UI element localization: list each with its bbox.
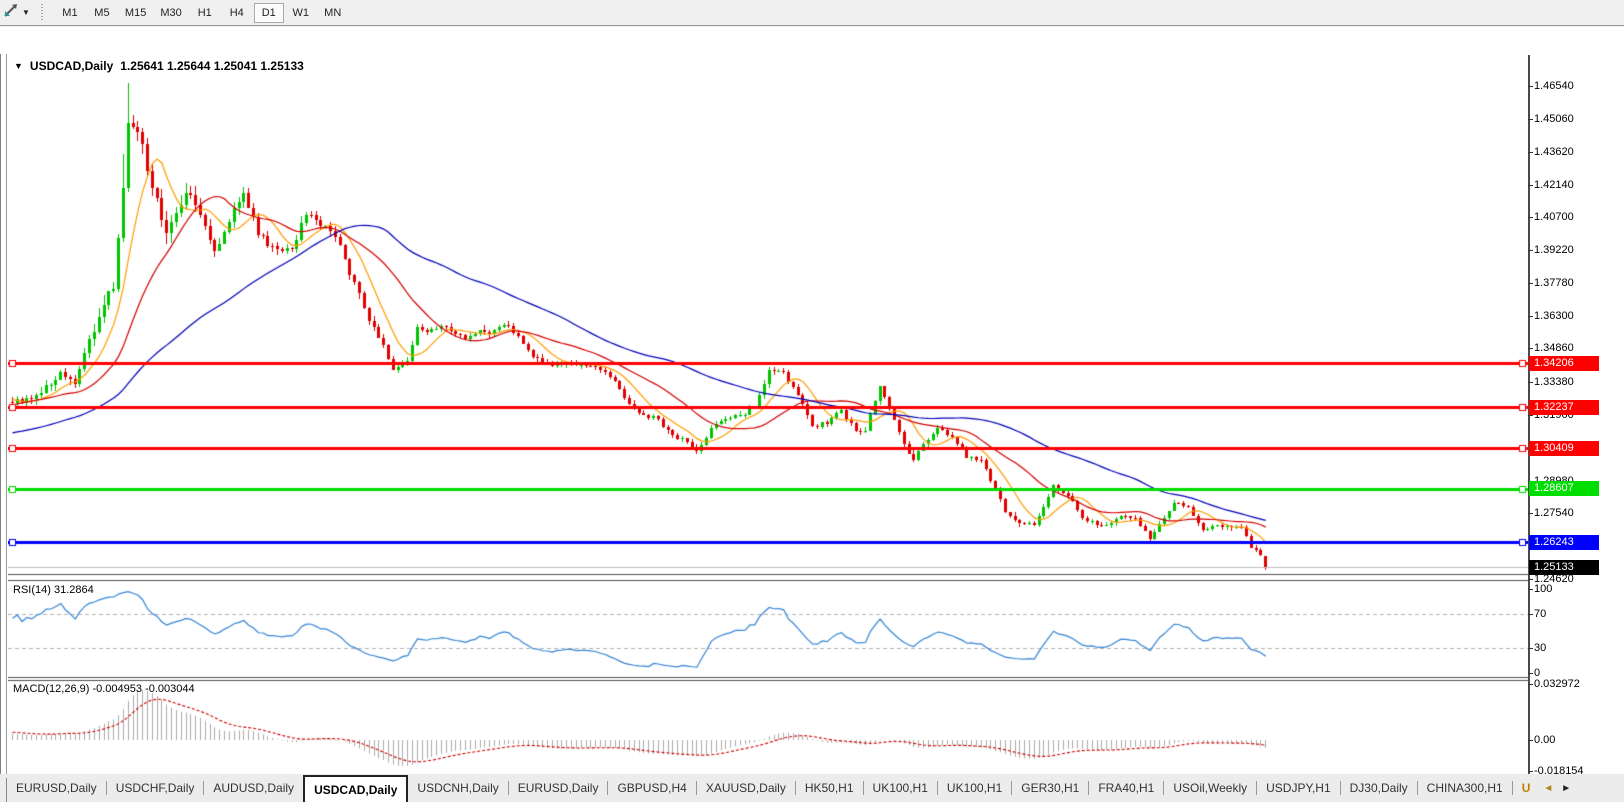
- chart-title: ▼ USDCAD,Daily 1.25641 1.25644 1.25041 1…: [14, 59, 304, 73]
- chart-tab-bar: EURUSD,Daily USDCHF,Daily AUDUSD,Daily USDC…: [0, 774, 1624, 802]
- timeframe-button-W1[interactable]: W1: [292, 6, 309, 19]
- chart-tab-DJ30-Daily[interactable]: DJ30,Daily: [1349, 781, 1408, 795]
- timeframe-toolbar: ▼ M1 M5 M15 M30 H1 H4 D1 W1 MN: [0, 0, 1624, 26]
- macd-axis-label: 0.032972: [1528, 678, 1580, 690]
- hline-price-marker: 1.30409: [1529, 441, 1599, 456]
- price-axis-label: 1.42140: [1528, 179, 1574, 191]
- price-axis-label: 1.46540: [1528, 80, 1574, 92]
- tab-separator: [862, 781, 864, 795]
- timeframe-button-M30[interactable]: M30: [160, 6, 182, 19]
- price-axis-label: 1.45060: [1528, 113, 1574, 125]
- tab-separator: [1339, 781, 1341, 795]
- chart-ohlc-values: 1.25641 1.25644 1.25041 1.25133: [120, 59, 304, 73]
- price-axis-label: 1.27540: [1528, 507, 1574, 519]
- chart-tab-GER30-H1[interactable]: GER30,H1: [1021, 781, 1080, 795]
- chart-tab-HK50-H1[interactable]: HK50,H1: [804, 781, 854, 795]
- chart-tab-USDCNH-Daily[interactable]: USDCNH,Daily: [417, 781, 499, 795]
- price-axis-label: 1.36300: [1528, 310, 1574, 322]
- price-axis-label: 1.40700: [1528, 211, 1574, 223]
- current-price-marker: 1.25133: [1529, 560, 1599, 575]
- chart-tab-UK100-H1[interactable]: UK100,H1: [946, 781, 1003, 795]
- chart-tab-USDCHF-Daily[interactable]: USDCHF,Daily: [115, 781, 195, 795]
- toolbar-grip[interactable]: [39, 3, 44, 22]
- price-axis-label: 1.34860: [1528, 342, 1574, 354]
- price-axis-label: 1.39220: [1528, 244, 1574, 256]
- price-chart-canvas[interactable]: [8, 55, 1528, 799]
- chart-tab-UK100-H1[interactable]: UK100,H1: [872, 781, 928, 795]
- tab-separator: [507, 781, 509, 795]
- rsi-axis-label: 30: [1527, 642, 1547, 654]
- tab-separator: [695, 781, 697, 795]
- tab-separator: [607, 781, 609, 795]
- chart-symbol-label: USDCAD,Daily: [29, 59, 114, 73]
- tab-separator: [1511, 781, 1513, 795]
- timeframe-button-H1[interactable]: H1: [197, 6, 212, 19]
- chart-tab-GBPUSD-H4[interactable]: GBPUSD,H4: [617, 781, 687, 795]
- timeframe-button-D1[interactable]: D1: [253, 2, 284, 23]
- chart-cursor-icon: [3, 2, 19, 23]
- timeframe-button-MN[interactable]: MN: [324, 6, 342, 19]
- tab-separator: [203, 781, 205, 795]
- chart-tab-USOil-Weekly[interactable]: USOil,Weekly: [1173, 781, 1248, 795]
- chart-tab-USDCAD-Daily[interactable]: USDCAD,Daily: [303, 775, 409, 802]
- chart-tab-XAUUSD-Daily[interactable]: XAUUSD,Daily: [705, 781, 786, 795]
- tab-separator: [105, 781, 107, 795]
- macd-axis-label: 0.00: [1527, 734, 1556, 746]
- chart-tab-EURUSD-Daily[interactable]: EURUSD,Daily: [517, 781, 599, 795]
- price-axis-line: [1528, 55, 1530, 799]
- hline-price-marker: 1.34206: [1529, 356, 1599, 371]
- timeframe-button-M15[interactable]: M15: [124, 6, 147, 19]
- chart-tab-FRA40-H1[interactable]: FRA40,H1: [1098, 781, 1155, 795]
- hline-price-marker: 1.28607: [1529, 481, 1599, 496]
- chart-tab-AUDUSD-Daily[interactable]: AUDUSD,Daily: [213, 781, 295, 795]
- tab-stub: [0, 778, 7, 802]
- rsi-axis-label: 0: [1527, 667, 1541, 679]
- timeframe-button-M1[interactable]: M1: [62, 6, 78, 19]
- price-axis-label: 1.43620: [1528, 146, 1574, 158]
- hline-price-marker: 1.32237: [1529, 400, 1599, 415]
- tab-separator: [1163, 781, 1165, 795]
- tab-separator: [1088, 781, 1090, 795]
- timeframe-button-H4[interactable]: H4: [229, 6, 244, 19]
- rsi-axis-label: 100: [1527, 583, 1553, 595]
- dropdown-caret-icon: ▼: [22, 8, 30, 17]
- tab-separator: [794, 781, 796, 795]
- macd-indicator-label: MACD(12,26,9) -0.004953 -0.003044: [13, 683, 195, 695]
- tab-scroll-left-icon[interactable]: ◄: [1543, 782, 1554, 794]
- chart-tab-CHINA300-H1[interactable]: CHINA300,H1: [1426, 781, 1503, 795]
- tab-separator: [1011, 781, 1013, 795]
- chart-tab-USDJPY-H1[interactable]: USDJPY,H1: [1266, 781, 1331, 795]
- rsi-indicator-label: RSI(14) 31.2864: [13, 584, 94, 596]
- window-frame-inner: [6, 54, 7, 799]
- hline-price-marker: 1.26243: [1529, 535, 1599, 550]
- price-axis-label: 1.37780: [1528, 277, 1574, 289]
- timeframe-button-M5[interactable]: M5: [94, 6, 110, 19]
- tab-separator: [1256, 781, 1258, 795]
- window-frame: [0, 54, 1, 801]
- chart-tab-EURUSD-Daily[interactable]: EURUSD,Daily: [16, 781, 97, 795]
- price-axis-label: 1.24620: [1528, 573, 1574, 585]
- chart-tools-button[interactable]: ▼: [0, 0, 36, 26]
- chart-window: ▼ USDCAD,Daily 1.25641 1.25644 1.25041 1…: [0, 27, 1624, 801]
- tab-scroll-right-icon[interactable]: ►: [1561, 782, 1572, 794]
- timeframe-buttons: M1 M5 M15 M30 H1 H4 D1 W1 MN: [54, 2, 349, 23]
- tab-separator: [1416, 781, 1418, 795]
- chart-tab-overflow[interactable]: U: [1521, 781, 1531, 795]
- tab-separator: [936, 781, 938, 795]
- price-axis-label: 1.33380: [1528, 376, 1574, 388]
- rsi-axis-label: 70: [1527, 608, 1547, 620]
- collapse-triangle-icon[interactable]: ▼: [14, 61, 23, 71]
